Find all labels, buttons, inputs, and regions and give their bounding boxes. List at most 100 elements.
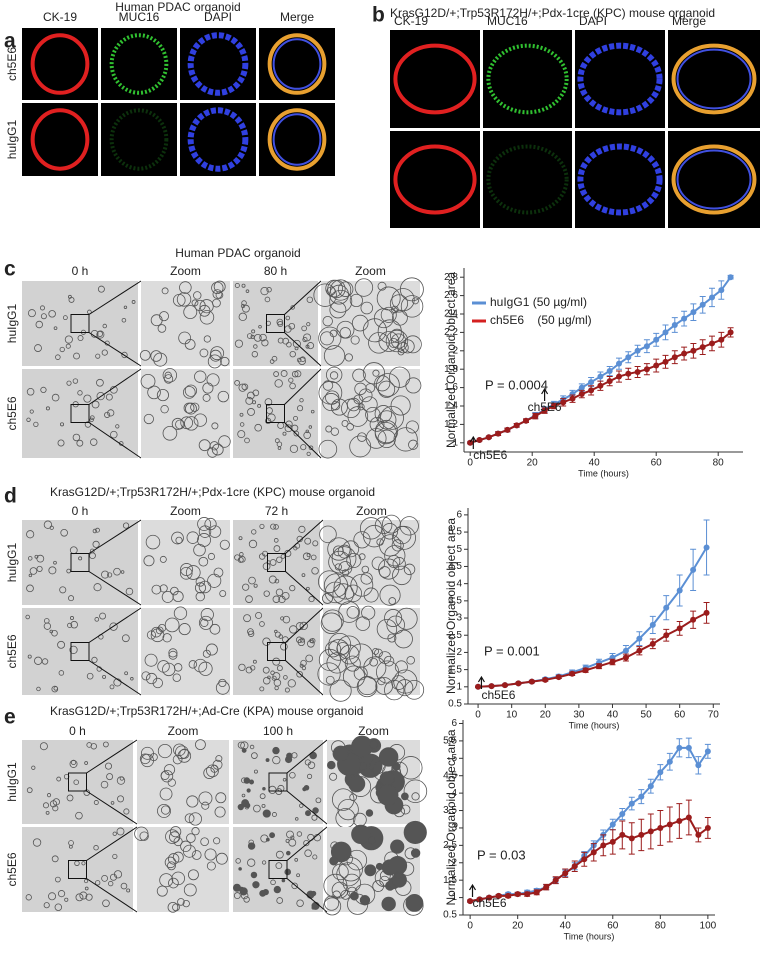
organoid: [75, 811, 83, 820]
organoid: [301, 665, 307, 671]
organoid: [58, 670, 65, 676]
panel-title: Human PDAC organoid: [175, 246, 300, 260]
organoid: [245, 289, 250, 293]
organoid: [338, 601, 360, 623]
organoid: [303, 839, 310, 847]
column-label: 0 h: [69, 724, 86, 738]
data-point: [676, 817, 683, 824]
organoid: [51, 629, 58, 637]
organoid: [212, 289, 223, 300]
x-tick-label: 60: [674, 710, 686, 721]
y-tick-label: 0.5: [448, 699, 462, 710]
organoid: [156, 388, 170, 402]
organoid: [303, 784, 310, 791]
organoid: [251, 752, 258, 759]
organoid: [113, 567, 121, 576]
organoid: [173, 743, 186, 757]
organoid: [171, 871, 186, 886]
organoid: [26, 417, 31, 422]
organoid: [69, 760, 78, 768]
data-point: [662, 358, 669, 365]
organoid: [60, 528, 68, 537]
x-tick-label: 60: [607, 921, 619, 932]
organoid-ring: [272, 113, 322, 166]
organoid: [195, 739, 206, 751]
organoid: [159, 311, 170, 322]
organoid: [389, 366, 411, 388]
organoid: [381, 523, 399, 540]
organoid: [160, 770, 170, 780]
organoid: [48, 310, 56, 318]
organoid: [275, 850, 284, 859]
organoid: [356, 676, 378, 698]
organoid: [350, 335, 360, 345]
organoid: [81, 861, 86, 866]
organoid: [306, 451, 311, 456]
organoid: [403, 563, 416, 576]
zoom-line: [286, 826, 328, 861]
organoid: [184, 339, 196, 350]
organoid: [312, 854, 318, 860]
data-point: [488, 683, 495, 690]
y-tick-label: 5.5: [448, 527, 462, 538]
organoid: [298, 525, 306, 533]
y-tick-label: 4: [451, 788, 457, 799]
organoid: [66, 380, 72, 386]
arrow: [469, 435, 477, 449]
organoid: [411, 297, 419, 305]
organoid: [346, 886, 358, 898]
organoid: [144, 653, 158, 667]
organoid: [280, 616, 285, 621]
organoid: [301, 573, 306, 577]
organoid: [296, 831, 303, 837]
organoid: [93, 845, 99, 851]
organoid: [328, 550, 351, 574]
organoid: [202, 649, 211, 658]
organoid: [373, 308, 394, 329]
organoid: [233, 892, 241, 900]
organoid: [289, 625, 298, 634]
organoid: [392, 557, 406, 571]
organoid: [234, 282, 240, 288]
organoid: [188, 812, 202, 826]
organoid: [260, 834, 269, 843]
organoid: [55, 876, 61, 883]
zoom-line: [285, 571, 324, 606]
organoid: [62, 315, 68, 321]
organoid: [290, 835, 295, 840]
organoid: [152, 677, 163, 689]
y-tick-label: 6: [456, 510, 462, 521]
panel-letter: e: [4, 706, 16, 729]
organoid: [340, 890, 351, 900]
organoid: [193, 658, 208, 673]
organoid: [277, 784, 285, 792]
organoid: [353, 394, 364, 405]
organoid: [330, 427, 340, 436]
organoid: [284, 687, 290, 693]
organoid: [238, 383, 247, 392]
organoid: [211, 281, 224, 295]
organoid: [395, 607, 418, 630]
organoid: [140, 373, 156, 389]
organoid: [36, 565, 43, 572]
organoid: [289, 444, 299, 453]
fluorescence-image: [483, 131, 572, 228]
brightfield-image: [233, 827, 323, 912]
organoid: [105, 393, 113, 401]
organoid: [294, 346, 299, 351]
brightfield-image: [141, 520, 230, 605]
x-tick-label: 40: [589, 458, 601, 469]
zoom-line: [88, 422, 142, 459]
organoid: [240, 741, 249, 750]
y-tick-label: 3.5: [443, 805, 457, 816]
organoid: [327, 537, 351, 561]
organoid: [404, 679, 425, 700]
organoid: [341, 569, 350, 577]
organoid: [241, 283, 246, 288]
organoid: [276, 318, 284, 326]
organoid: [289, 771, 296, 779]
organoid: [286, 752, 293, 760]
brightfield-image: [22, 740, 133, 824]
organoid: [325, 675, 335, 685]
organoid: [96, 391, 105, 401]
